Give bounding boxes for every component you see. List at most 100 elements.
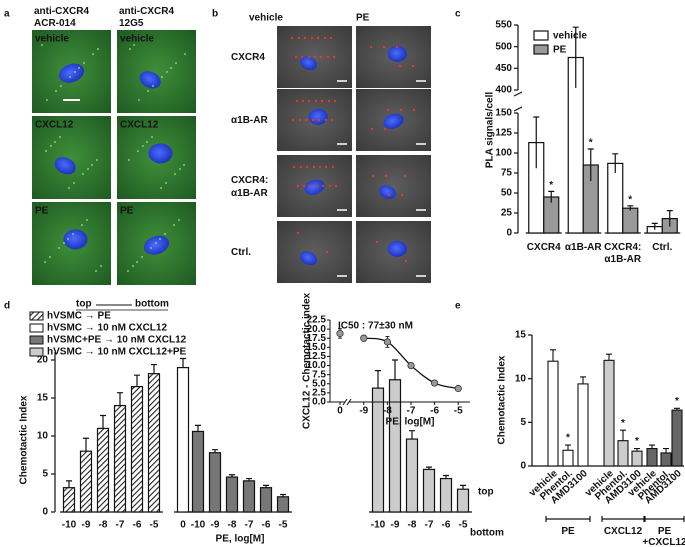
y-tick-label: 10.0: [307, 360, 327, 371]
nucleus: [379, 185, 396, 200]
error-bar: [533, 116, 540, 169]
puncta: [126, 269, 130, 273]
bar: [603, 359, 615, 467]
bar: [456, 488, 470, 513]
puncta: [90, 163, 94, 167]
x-tick-label: Ctrl.: [652, 242, 672, 253]
error-bar: [620, 429, 626, 441]
row-label-line: CXCR4:: [231, 175, 268, 186]
puncta: [182, 163, 186, 167]
x-tick-label: -8: [383, 406, 392, 417]
point: [383, 338, 391, 346]
bar: [79, 450, 93, 513]
x-tick-label: -5: [150, 520, 159, 531]
error-bar: [180, 357, 186, 368]
pla-dot: [294, 55, 298, 59]
group-bracket: [644, 516, 685, 522]
puncta: [85, 218, 89, 222]
pla-dot: [312, 165, 316, 169]
pla-dot: [325, 250, 329, 254]
row-label-line: CXCR4: [231, 52, 265, 63]
bar: [259, 487, 273, 513]
pla-dot: [291, 118, 295, 122]
pla-dot: [412, 108, 416, 112]
error-bar: [651, 222, 658, 230]
y-tick-label: 50: [501, 188, 513, 199]
legend-swatch: [29, 323, 44, 333]
pla-dot: [327, 99, 331, 103]
panel-label: a: [4, 9, 10, 20]
nucleus: [300, 56, 317, 71]
x-tick-label: 0: [180, 520, 186, 531]
puncta: [43, 260, 47, 264]
bar: [622, 207, 639, 234]
puncta: [132, 43, 136, 47]
column-header-line: 12G5: [119, 18, 144, 29]
puncta: [151, 84, 155, 88]
puncta: [99, 264, 103, 268]
x-tick-label: -8: [408, 520, 417, 531]
puncta: [77, 66, 81, 70]
pla-dot: [314, 99, 318, 103]
nucleus: [148, 143, 173, 164]
bar: [660, 452, 672, 467]
row-label-line: α1B-AR: [231, 115, 268, 126]
micrograph: [356, 155, 431, 217]
error-bar: [375, 370, 381, 389]
group-label-line: PE: [561, 526, 575, 537]
y-tick-label: 450: [495, 63, 512, 74]
x-tick-label: -9: [211, 520, 220, 531]
bar: [225, 476, 239, 513]
pla-dot: [324, 165, 328, 169]
pla-dot: [319, 55, 323, 59]
micrograph: [32, 116, 111, 199]
puncta: [127, 158, 131, 162]
pla-dot: [297, 36, 301, 40]
significance: *: [589, 138, 593, 149]
nucleus: [63, 229, 88, 250]
point: [454, 384, 462, 393]
error-bar: [587, 148, 594, 181]
bar: [191, 430, 205, 513]
pla-dot: [321, 184, 325, 188]
significance: *: [566, 433, 570, 444]
error-bar: [151, 363, 157, 374]
error-bar: [66, 480, 72, 488]
error-bar: [550, 349, 556, 362]
pla-dot: [305, 165, 309, 169]
puncta: [82, 61, 86, 65]
x-tick-label: α1B-AR: [565, 242, 602, 253]
bar: [671, 409, 683, 467]
row-label: α1B-AR: [231, 115, 268, 126]
x-tick-label: CXCR4: [527, 242, 561, 253]
row-label-line: α1B-AR: [231, 188, 268, 199]
y-tick-label: 0: [520, 461, 526, 472]
column-header-line: ACR-014: [34, 18, 76, 29]
error-bar: [100, 414, 106, 429]
pla-dot: [330, 118, 334, 122]
puncta: [62, 241, 66, 245]
y-tick-label: 0.0: [312, 397, 326, 408]
error-bar: [426, 466, 432, 470]
error-bar: [674, 407, 680, 411]
bar: [439, 477, 453, 513]
bar: [147, 373, 161, 513]
y-tick-label: 5: [42, 469, 48, 480]
pla-dot: [317, 118, 321, 122]
y-tick-label: 5.0: [312, 378, 326, 389]
pla-dot: [303, 36, 307, 40]
nucleus: [308, 108, 328, 125]
legend-header: bottom: [135, 299, 169, 310]
axis-break: [346, 398, 352, 406]
puncta: [140, 255, 144, 259]
pla-dot: [301, 99, 305, 103]
pla-dot: [399, 108, 403, 112]
nucleus: [387, 240, 407, 257]
column-header: PE: [356, 13, 370, 24]
x-tick-label: -7: [407, 406, 416, 417]
group-label: PE +CXCL12: [642, 526, 685, 547]
column-header-line: anti-CXCR4: [34, 6, 89, 17]
puncta: [150, 135, 154, 139]
legend-swatch: [29, 347, 44, 357]
legend-label: hVSMC+PE → 10 nM CXCL12: [47, 335, 187, 346]
